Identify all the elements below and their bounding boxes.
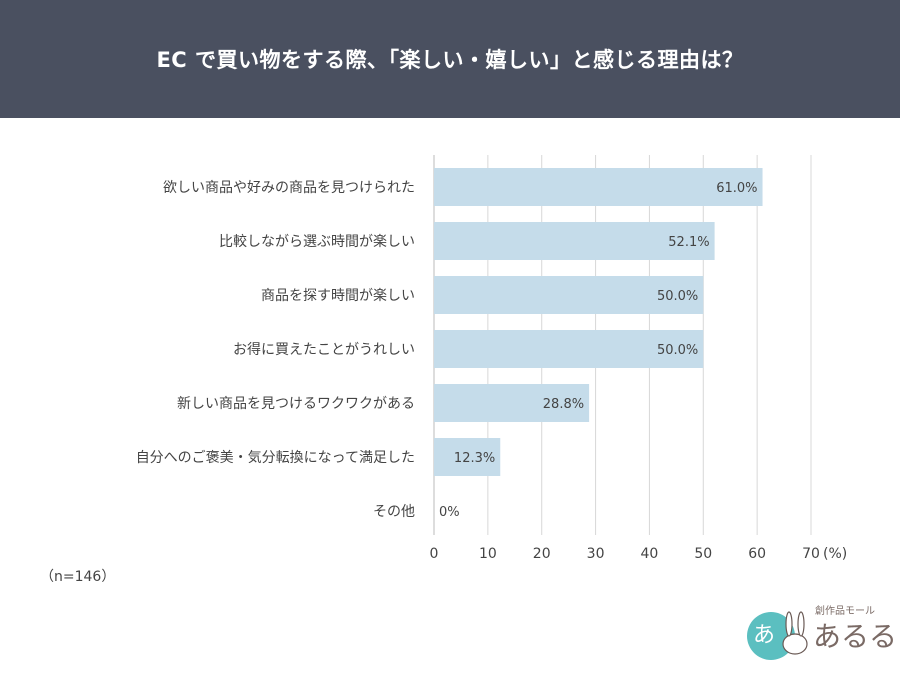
bar [434,330,704,368]
category-label: 自分へのご褒美・気分転換になって満足した [136,450,415,466]
x-unit-label: (%) [823,546,847,562]
value-label: 50.0% [657,343,698,358]
svg-text:創作品モール: 創作品モール [815,605,875,617]
x-tick-label: 50 [694,546,712,562]
x-tick-label: 70 [802,546,820,562]
x-tick-label: 30 [587,546,605,562]
x-tick-label: 10 [479,546,497,562]
category-label: 欲しい商品や好みの商品を見つけられた [163,180,415,196]
category-label: 比較しながら選ぶ時間が楽しい [219,234,415,250]
value-label: 28.8% [543,397,584,412]
category-label: お得に買えたことがうれしい [233,341,415,358]
svg-text:あ: あ [753,623,775,648]
bar [434,438,501,476]
category-label: その他 [373,504,415,520]
value-label: 61.0% [716,181,757,196]
x-tick-label: 20 [533,546,551,562]
category-label: 商品を探す時間が楽しい [261,288,415,304]
bar [434,168,763,206]
x-tick-label: 40 [641,546,659,562]
bar [434,276,704,314]
header: EC で買い物をする際、「楽しい・嬉しい」と感じる理由は？ [0,0,900,118]
svg-text:あるる: あるる [813,620,895,653]
bar [434,222,715,260]
value-label: 50.0% [657,289,698,304]
category-label: 新しい商品を見つけるワクワクがある [177,396,415,412]
rabbit-logo-icon: あ 創作品モール あるる [747,605,897,660]
logo: あ 創作品モール あるる [745,598,897,668]
value-label: 0% [439,505,460,520]
x-tick-label: 60 [748,546,766,562]
x-tick-label: 0 [430,546,439,562]
sample-size-note: （n=146） [40,569,116,585]
value-label: 52.1% [668,235,709,250]
value-label: 12.3% [454,451,495,466]
bar [434,384,590,422]
chart-title: EC で買い物をする際、「楽しい・嬉しい」と感じる理由は？ [156,48,744,72]
